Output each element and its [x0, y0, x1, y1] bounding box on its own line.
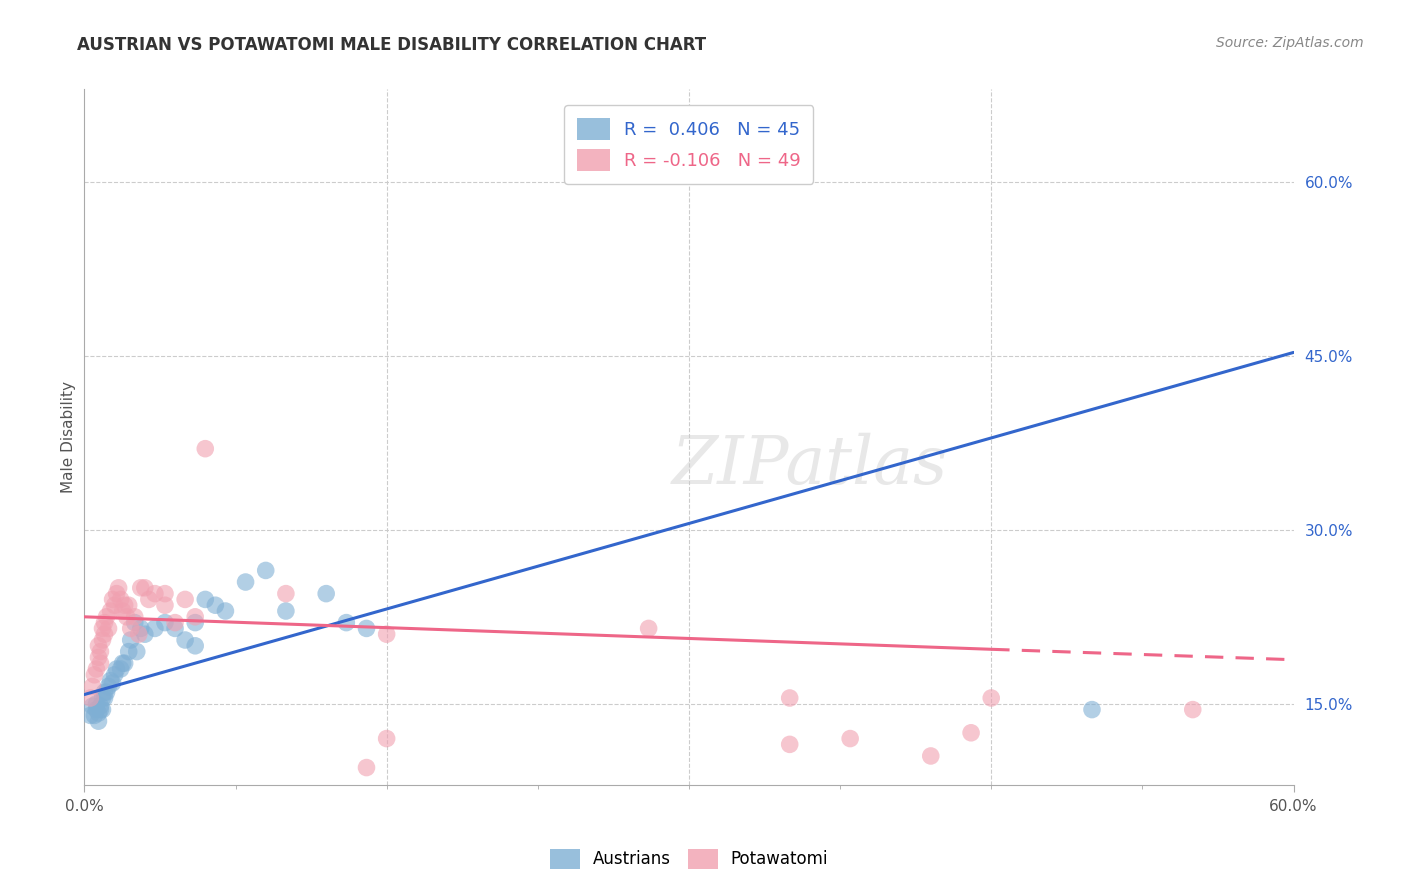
- Point: [165, 621, 187, 635]
- Legend: Austrians, Potawatomi: Austrians, Potawatomi: [543, 842, 835, 876]
- Point: [1181, 703, 1204, 717]
- Point: [118, 598, 141, 612]
- Point: [111, 604, 134, 618]
- Point: [87, 650, 110, 665]
- Point: [335, 615, 357, 630]
- Point: [779, 690, 801, 705]
- Point: [120, 621, 142, 635]
- Text: AUSTRIAN VS POTAWATOMI MALE DISABILITY CORRELATION CHART: AUSTRIAN VS POTAWATOMI MALE DISABILITY C…: [77, 36, 706, 54]
- Point: [96, 685, 118, 699]
- Point: [124, 610, 146, 624]
- Point: [114, 657, 136, 671]
- Point: [128, 627, 150, 641]
- Point: [124, 615, 146, 630]
- Point: [274, 604, 297, 618]
- Point: [97, 621, 120, 635]
- Point: [101, 592, 124, 607]
- Point: [87, 706, 110, 720]
- Point: [104, 598, 127, 612]
- Point: [129, 581, 152, 595]
- Point: [83, 708, 105, 723]
- Point: [697, 152, 720, 166]
- Point: [134, 581, 156, 595]
- Y-axis label: Male Disability: Male Disability: [60, 381, 76, 493]
- Point: [194, 442, 217, 456]
- Point: [110, 662, 132, 676]
- Point: [960, 726, 983, 740]
- Point: [82, 699, 104, 714]
- Point: [83, 667, 105, 681]
- Text: Source: ZipAtlas.com: Source: ZipAtlas.com: [1216, 36, 1364, 50]
- Point: [79, 708, 101, 723]
- Point: [920, 749, 942, 764]
- Point: [165, 615, 187, 630]
- Point: [1081, 703, 1104, 717]
- Point: [779, 737, 801, 751]
- Point: [105, 662, 128, 676]
- Point: [356, 760, 378, 774]
- Point: [107, 581, 129, 595]
- Point: [105, 587, 128, 601]
- Point: [254, 564, 277, 578]
- Point: [110, 592, 132, 607]
- Point: [104, 667, 127, 681]
- Point: [184, 610, 207, 624]
- Point: [129, 621, 152, 635]
- Point: [204, 598, 226, 612]
- Point: [174, 592, 197, 607]
- Point: [89, 644, 111, 658]
- Point: [174, 633, 197, 648]
- Point: [235, 574, 257, 589]
- Point: [86, 662, 108, 676]
- Point: [93, 690, 115, 705]
- Point: [93, 627, 115, 641]
- Point: [91, 633, 114, 648]
- Point: [89, 699, 111, 714]
- Point: [82, 680, 104, 694]
- Point: [375, 627, 398, 641]
- Point: [93, 685, 115, 699]
- Point: [114, 598, 136, 612]
- Point: [194, 592, 217, 607]
- Point: [115, 610, 138, 624]
- Point: [89, 657, 111, 671]
- Point: [143, 621, 166, 635]
- Point: [111, 657, 134, 671]
- Point: [86, 703, 108, 717]
- Point: [87, 714, 110, 728]
- Point: [91, 703, 114, 717]
- Point: [91, 621, 114, 635]
- Point: [184, 639, 207, 653]
- Point: [86, 697, 108, 711]
- Point: [143, 587, 166, 601]
- Point: [153, 615, 176, 630]
- Point: [153, 598, 176, 612]
- Point: [980, 690, 1002, 705]
- Point: [79, 690, 101, 705]
- Point: [118, 644, 141, 658]
- Point: [356, 621, 378, 635]
- Point: [96, 610, 118, 624]
- Point: [120, 633, 142, 648]
- Point: [97, 680, 120, 694]
- Point: [134, 627, 156, 641]
- Point: [184, 615, 207, 630]
- Point: [101, 676, 124, 690]
- Point: [91, 690, 114, 705]
- Point: [153, 587, 176, 601]
- Point: [125, 644, 148, 658]
- Point: [93, 615, 115, 630]
- Point: [100, 673, 122, 688]
- Point: [637, 621, 659, 635]
- Point: [214, 604, 236, 618]
- Point: [839, 731, 862, 746]
- Point: [138, 592, 160, 607]
- Point: [375, 731, 398, 746]
- Text: ZIPatlas: ZIPatlas: [672, 433, 948, 498]
- Point: [274, 587, 297, 601]
- Point: [315, 587, 337, 601]
- Point: [87, 639, 110, 653]
- Point: [100, 604, 122, 618]
- Point: [89, 703, 111, 717]
